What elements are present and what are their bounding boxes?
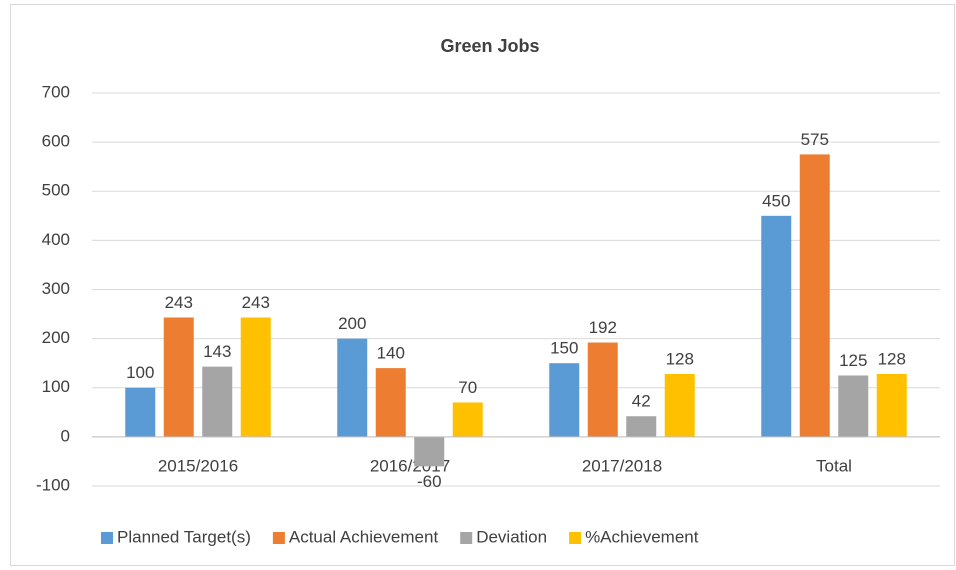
bar xyxy=(125,387,156,437)
data-label: 100 xyxy=(126,363,154,382)
bar xyxy=(876,373,907,437)
data-label: 70 xyxy=(458,378,477,397)
y-tick-label: 500 xyxy=(42,181,70,200)
bar xyxy=(799,154,830,437)
data-label: 192 xyxy=(589,318,617,337)
bar xyxy=(761,215,792,437)
y-tick-label: 200 xyxy=(42,328,70,347)
bar xyxy=(838,375,869,437)
y-tick-label: -100 xyxy=(36,475,70,494)
chart-title: Green Jobs xyxy=(440,36,539,56)
legend-swatch xyxy=(569,532,582,544)
bar xyxy=(240,317,271,437)
legend-label: Planned Target(s) xyxy=(117,527,251,546)
data-label: 42 xyxy=(632,392,651,411)
bar xyxy=(202,366,233,437)
data-label: 575 xyxy=(801,130,829,149)
bar xyxy=(587,342,618,437)
y-tick-label: 600 xyxy=(42,132,70,151)
data-label: 243 xyxy=(242,293,270,312)
data-label: 450 xyxy=(762,191,790,210)
legend-swatch xyxy=(101,532,113,544)
data-label: 243 xyxy=(165,293,193,312)
data-label: 125 xyxy=(839,351,867,370)
y-tick-label: 300 xyxy=(42,279,70,298)
y-tick-label: 700 xyxy=(42,82,70,101)
chart-frame xyxy=(10,4,955,566)
bar xyxy=(163,317,194,437)
x-tick-label: Total xyxy=(816,456,852,475)
data-label: 150 xyxy=(550,339,578,358)
legend-label: Deviation xyxy=(476,527,547,546)
y-tick-label: 400 xyxy=(42,230,70,249)
legend-swatch xyxy=(460,532,473,544)
legend-swatch xyxy=(272,532,285,544)
x-tick-label: 2015/2016 xyxy=(158,456,238,475)
data-label: 143 xyxy=(203,342,231,361)
bar xyxy=(375,368,406,437)
y-tick-label: 100 xyxy=(42,377,70,396)
legend-label: Actual Achievement xyxy=(289,527,439,546)
data-label: 128 xyxy=(878,349,906,368)
bar xyxy=(452,402,483,437)
y-tick-label: 0 xyxy=(61,426,70,445)
data-label: 200 xyxy=(338,314,366,333)
data-label: 140 xyxy=(377,344,405,363)
data-label: 128 xyxy=(666,349,694,368)
legend-label: %Achievement xyxy=(585,527,699,546)
bar xyxy=(549,363,580,437)
data-label: -60 xyxy=(417,472,442,491)
bar xyxy=(664,373,695,437)
bar xyxy=(414,436,445,467)
bar xyxy=(626,416,657,437)
x-tick-label: 2017/2018 xyxy=(582,456,662,475)
bar xyxy=(337,338,368,437)
